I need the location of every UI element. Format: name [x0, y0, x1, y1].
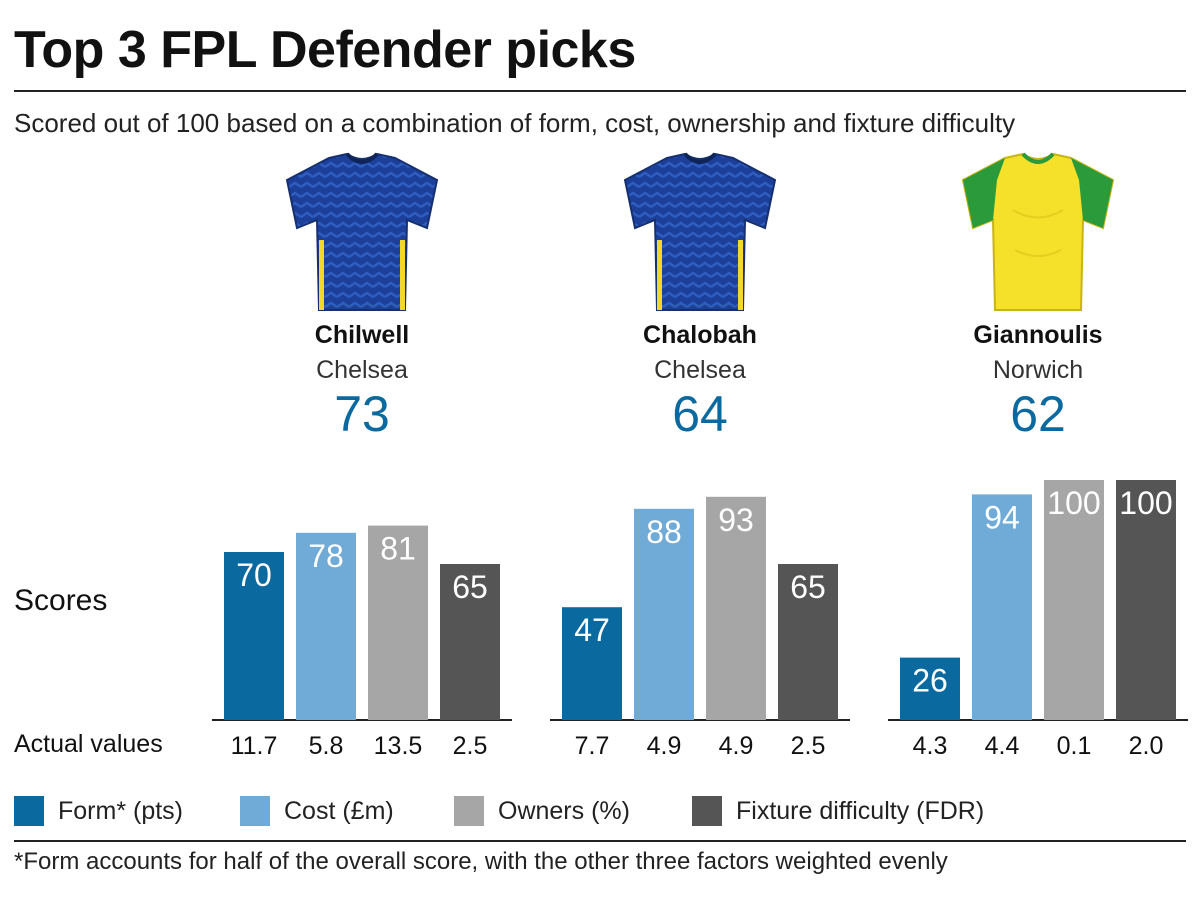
- bar-value-label: 93: [718, 502, 754, 538]
- actual-value-label: 4.9: [719, 732, 754, 760]
- bar-cost-giannoulis: [972, 494, 1032, 720]
- actual-value-label: 4.9: [647, 732, 682, 760]
- player-club: Chelsea: [654, 356, 746, 384]
- bar-fdr-giannoulis: [1116, 480, 1176, 720]
- legend-item-form: Form* (pts): [14, 796, 183, 826]
- player-score: 73: [334, 386, 390, 442]
- actual-value-label: 4.4: [985, 732, 1020, 760]
- player-card-3: Giannoulis Norwich 62: [908, 150, 1168, 439]
- bar-value-label: 81: [380, 531, 416, 567]
- legend-item-cost: Cost (£m): [240, 796, 394, 826]
- player-name: Chilwell: [314, 321, 410, 349]
- legend-swatch-fdr: [692, 796, 722, 826]
- bar-value-label: 78: [308, 538, 344, 574]
- bar-form-chalobah: [562, 607, 622, 720]
- actual-value-label: 13.5: [374, 732, 423, 760]
- bar-form-chilwell: [224, 552, 284, 720]
- legend-label-owners: Owners (%): [498, 796, 630, 825]
- legend-label-fdr: Fixture difficulty (FDR): [736, 796, 985, 825]
- norwich-shirt-icon: [961, 152, 1115, 311]
- bar-value-label: 65: [790, 569, 826, 605]
- bar-cost-chalobah: [634, 508, 694, 720]
- bar-value-label: 65: [452, 569, 488, 605]
- bar-value-label: 100: [1119, 485, 1172, 521]
- player-club: Norwich: [992, 356, 1084, 384]
- actual-value-label: 2.0: [1129, 732, 1164, 760]
- actual-values-label: Actual values: [14, 730, 163, 758]
- legend-item-fdr: Fixture difficulty (FDR): [692, 796, 984, 826]
- bar-cost-chilwell: [296, 532, 356, 720]
- legend-swatch-cost: [240, 796, 270, 826]
- bar-form-giannoulis: [900, 657, 960, 720]
- actual-value-label: 7.7: [575, 732, 610, 760]
- bar-value-label: 94: [984, 499, 1020, 535]
- bar-value-label: 47: [574, 612, 610, 648]
- bar-value-label: 26: [912, 663, 948, 699]
- scores-label: Scores: [14, 584, 108, 617]
- player-name: Giannoulis: [973, 321, 1103, 349]
- bar-owners-giannoulis: [1044, 480, 1104, 720]
- actual-value-label: 2.5: [453, 732, 488, 760]
- footnote: *Form accounts for half of the overall s…: [14, 848, 948, 875]
- footer-divider: [14, 840, 1186, 842]
- player-score: 64: [672, 386, 728, 442]
- actual-value-label: 11.7: [231, 732, 278, 760]
- legend-swatch-owners: [454, 796, 484, 826]
- scores-bar-chart: 70 11.7 78 5.8 81 13.5 65 2.5 47 7.7 88 4.9 93 4.9 65 2…: [212, 480, 1188, 760]
- actual-value-label: 2.5: [791, 732, 826, 760]
- chelsea-shirt-icon: [285, 152, 439, 311]
- chart-title: Top 3 FPL Defender picks: [14, 21, 636, 79]
- title-divider: [14, 90, 1186, 92]
- actual-value-label: 5.8: [309, 732, 344, 760]
- bar-fdr-chalobah: [778, 564, 838, 720]
- legend-label-cost: Cost (£m): [284, 796, 394, 825]
- player-card-2: Chalobah Chelsea 64: [570, 150, 830, 439]
- bar-owners-chilwell: [368, 525, 428, 720]
- chart-subtitle: Scored out of 100 based on a combination…: [14, 108, 1016, 138]
- legend-item-owners: Owners (%): [454, 796, 630, 826]
- player-name: Chalobah: [643, 321, 757, 349]
- legend-label-form: Form* (pts): [58, 796, 183, 825]
- legend-swatch-form: [14, 796, 44, 826]
- actual-value-label: 0.1: [1057, 732, 1092, 760]
- bar-value-label: 70: [236, 557, 272, 593]
- player-club: Chelsea: [316, 356, 408, 384]
- player-card-1: Chilwell Chelsea 73: [232, 150, 492, 439]
- bar-owners-chalobah: [706, 496, 766, 720]
- bar-value-label: 100: [1047, 485, 1100, 521]
- bar-value-label: 88: [646, 514, 682, 550]
- actual-value-label: 4.3: [913, 732, 948, 760]
- player-score: 62: [1010, 386, 1066, 442]
- chelsea-shirt-icon: [623, 152, 777, 311]
- bar-fdr-chilwell: [440, 564, 500, 720]
